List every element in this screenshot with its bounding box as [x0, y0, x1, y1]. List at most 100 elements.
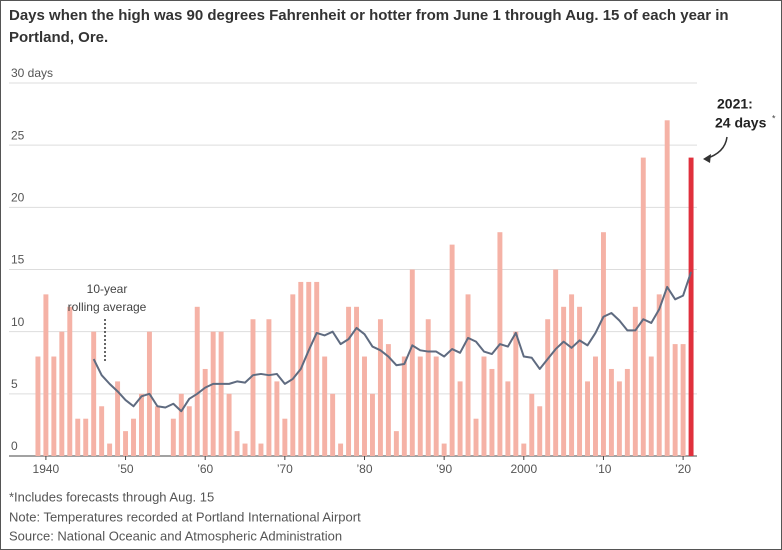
- rolling-average-line: [92, 271, 693, 413]
- bar: [600, 232, 606, 456]
- bar: [290, 294, 296, 456]
- bar: [672, 344, 678, 456]
- bar: [680, 344, 686, 456]
- x-tick-label: ’10: [595, 462, 611, 476]
- bar: [266, 319, 272, 456]
- x-tick-label: ’50: [118, 462, 134, 476]
- bar: [648, 356, 654, 456]
- bar: [282, 418, 288, 456]
- annotation-arrow-head: [703, 154, 711, 163]
- x-tick-label: ’60: [197, 462, 213, 476]
- bar: [51, 356, 57, 456]
- bar: [688, 157, 694, 456]
- bar: [409, 269, 415, 456]
- bar: [314, 281, 320, 456]
- annotation: 24 days: [715, 115, 767, 131]
- bar: [123, 431, 129, 456]
- bar: [250, 319, 256, 456]
- bar: [170, 418, 176, 456]
- bar: [433, 356, 439, 456]
- bar: [362, 356, 367, 456]
- bar: [608, 368, 614, 456]
- bar: [330, 393, 336, 456]
- x-tick-label: ’80: [356, 462, 372, 476]
- bar: [139, 393, 144, 456]
- bar: [226, 393, 232, 456]
- bar: [131, 418, 136, 456]
- bar: [616, 381, 622, 456]
- bar: [67, 306, 73, 456]
- bar: [529, 393, 535, 456]
- bar: [656, 294, 662, 456]
- y-tick-label: 10: [11, 315, 25, 329]
- bar: [178, 393, 184, 456]
- bar: [417, 356, 423, 456]
- annotation: 10-year: [87, 282, 128, 296]
- bar: [43, 294, 49, 456]
- bar: [338, 443, 344, 456]
- bar: [242, 443, 248, 456]
- x-tick-label: 1940: [33, 462, 60, 476]
- bar: [194, 306, 200, 456]
- bar: [593, 356, 598, 456]
- bar: [425, 319, 431, 456]
- footnote: Source: National Oceanic and Atmospheric…: [9, 528, 342, 543]
- bar: [537, 406, 543, 456]
- bar: [75, 418, 81, 456]
- bar: [107, 443, 113, 456]
- bar: [481, 356, 487, 456]
- bar: [346, 306, 352, 456]
- bar: [91, 331, 97, 456]
- bar: [441, 443, 447, 456]
- bar: [585, 381, 590, 456]
- y-tick-label: 20: [11, 191, 25, 205]
- bar: [393, 431, 399, 456]
- footnote: *Includes forecasts through Aug. 15: [9, 489, 214, 504]
- bar: [210, 331, 216, 456]
- bar: [624, 368, 630, 456]
- bar: [545, 319, 551, 456]
- x-tick-label: ’20: [675, 462, 691, 476]
- bar: [59, 331, 65, 456]
- bar: [569, 294, 575, 456]
- bar: [258, 443, 264, 456]
- bar: [35, 356, 41, 456]
- bar: [322, 356, 328, 456]
- x-tick-label: ’70: [277, 462, 293, 476]
- x-tick-label: ’90: [436, 462, 452, 476]
- bar: [513, 331, 519, 456]
- bar: [115, 381, 121, 456]
- bar: [473, 418, 479, 456]
- bar: [83, 418, 89, 456]
- bar: [632, 306, 638, 456]
- bar: [640, 157, 646, 456]
- bar: [385, 344, 391, 456]
- bar: [489, 368, 495, 456]
- bar: [465, 294, 471, 456]
- bar: [274, 381, 280, 456]
- bar: [234, 431, 240, 456]
- bar: [377, 319, 383, 456]
- bar: [505, 381, 511, 456]
- bar: [218, 331, 224, 456]
- bar: [154, 406, 160, 456]
- bar: [306, 281, 312, 456]
- y-tick-label: 15: [11, 253, 25, 267]
- y-tick-label: 25: [11, 128, 25, 142]
- annotation: *: [772, 113, 776, 123]
- bar: [577, 306, 583, 456]
- bar: [202, 368, 208, 456]
- y-tick-label: 5: [11, 377, 18, 391]
- x-tick-label: 2000: [510, 462, 537, 476]
- bar: [521, 443, 527, 456]
- bar: [561, 306, 567, 456]
- bar: [354, 306, 360, 456]
- bar: [99, 406, 105, 456]
- bar: [369, 393, 375, 456]
- bar: [457, 381, 463, 456]
- annotation: rolling average: [68, 300, 147, 314]
- bar: [186, 406, 192, 456]
- bar: [401, 356, 407, 456]
